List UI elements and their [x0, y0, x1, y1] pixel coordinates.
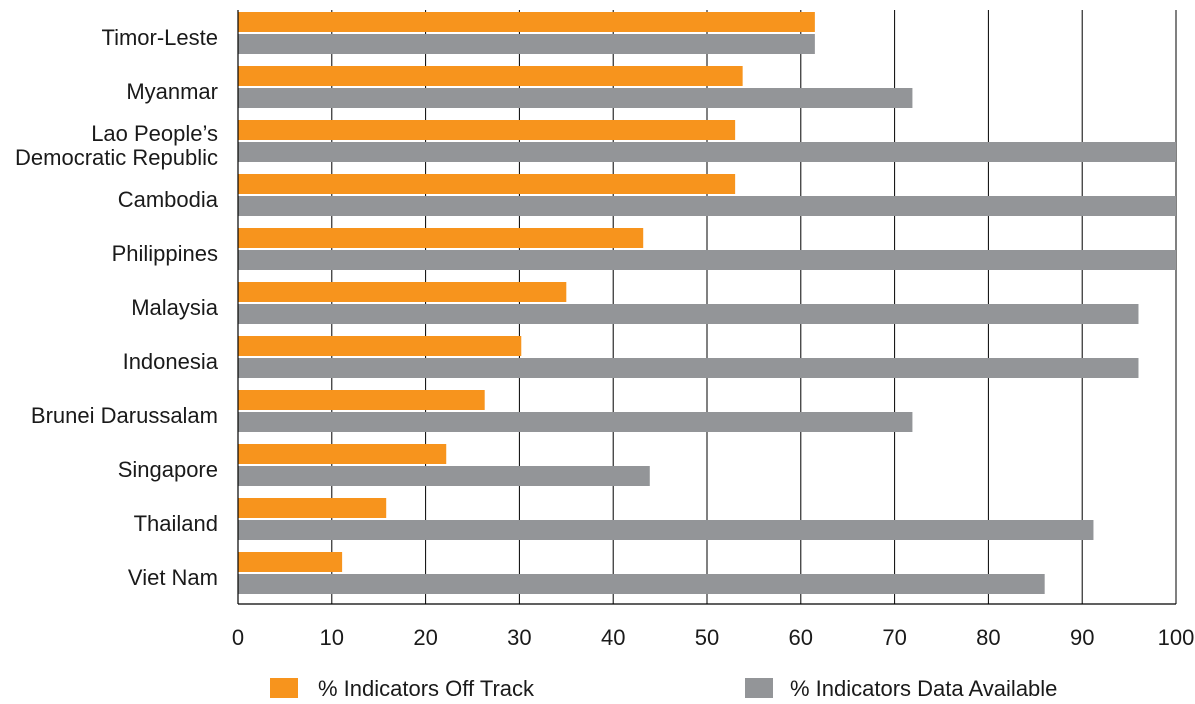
bar-off-track-7: [238, 390, 485, 410]
legend-label-1: % Indicators Data Available: [790, 676, 1057, 701]
bar-off-track-8: [238, 444, 447, 464]
bar-off-track-6: [238, 336, 522, 356]
bars: [238, 12, 1176, 594]
bar-data-available-0: [238, 34, 815, 54]
legend-label-0: % Indicators Off Track: [318, 676, 535, 701]
category-label-1: Myanmar: [126, 79, 218, 104]
bar-off-track-4: [238, 228, 644, 248]
x-tick-label-60: 60: [789, 625, 813, 650]
bar-off-track-3: [238, 174, 736, 194]
category-labels: Timor-Leste Myanmar Lao People’s Democratic…: [15, 25, 219, 590]
category-label-6: Indonesia: [123, 349, 219, 374]
bar-data-available-3: [238, 196, 1176, 216]
x-tick-label-10: 10: [320, 625, 344, 650]
bar-off-track-10: [238, 552, 343, 572]
bar-data-available-6: [238, 358, 1139, 378]
category-label-5: Malaysia: [131, 295, 219, 320]
category-label-8: Singapore: [118, 457, 218, 482]
legend-swatch-0: [270, 678, 298, 698]
bar-off-track-0: [238, 12, 815, 32]
x-tick-label-40: 40: [601, 625, 625, 650]
x-tick-label-90: 90: [1070, 625, 1094, 650]
bar-data-available-5: [238, 304, 1139, 324]
bar-data-available-7: [238, 412, 913, 432]
x-tick-labels: 0 10 20 30 40 50 60 70 80 90 100: [232, 625, 1194, 650]
category-label-0: Timor-Leste: [101, 25, 218, 50]
axes: [237, 10, 1176, 605]
x-tick-label-100: 100: [1158, 625, 1195, 650]
x-tick-label-0: 0: [232, 625, 244, 650]
bar-off-track-2: [238, 120, 736, 140]
bar-data-available-2: [238, 142, 1176, 162]
x-tick-label-70: 70: [882, 625, 906, 650]
category-label-2: Lao People’s Democratic Republic: [15, 121, 218, 170]
bar-off-track-1: [238, 66, 743, 86]
category-label-10: Viet Nam: [128, 565, 218, 590]
category-label-4: Philippines: [112, 241, 218, 266]
category-label-7: Brunei Darussalam: [31, 403, 218, 428]
bar-data-available-9: [238, 520, 1094, 540]
category-label-9: Thailand: [134, 511, 218, 536]
category-label-3: Cambodia: [118, 187, 219, 212]
x-tick-label-20: 20: [413, 625, 437, 650]
bar-off-track-5: [238, 282, 567, 302]
bar-data-available-10: [238, 574, 1045, 594]
legend-swatch-1: [745, 678, 773, 698]
bar-data-available-1: [238, 88, 913, 108]
x-tick-label-50: 50: [695, 625, 719, 650]
bar-data-available-8: [238, 466, 650, 486]
bar-off-track-9: [238, 498, 387, 518]
x-tick-label-30: 30: [507, 625, 531, 650]
bar-data-available-4: [238, 250, 1176, 270]
x-tick-label-80: 80: [976, 625, 1000, 650]
legend: % Indicators Off Track % Indicators Data …: [270, 676, 1057, 701]
